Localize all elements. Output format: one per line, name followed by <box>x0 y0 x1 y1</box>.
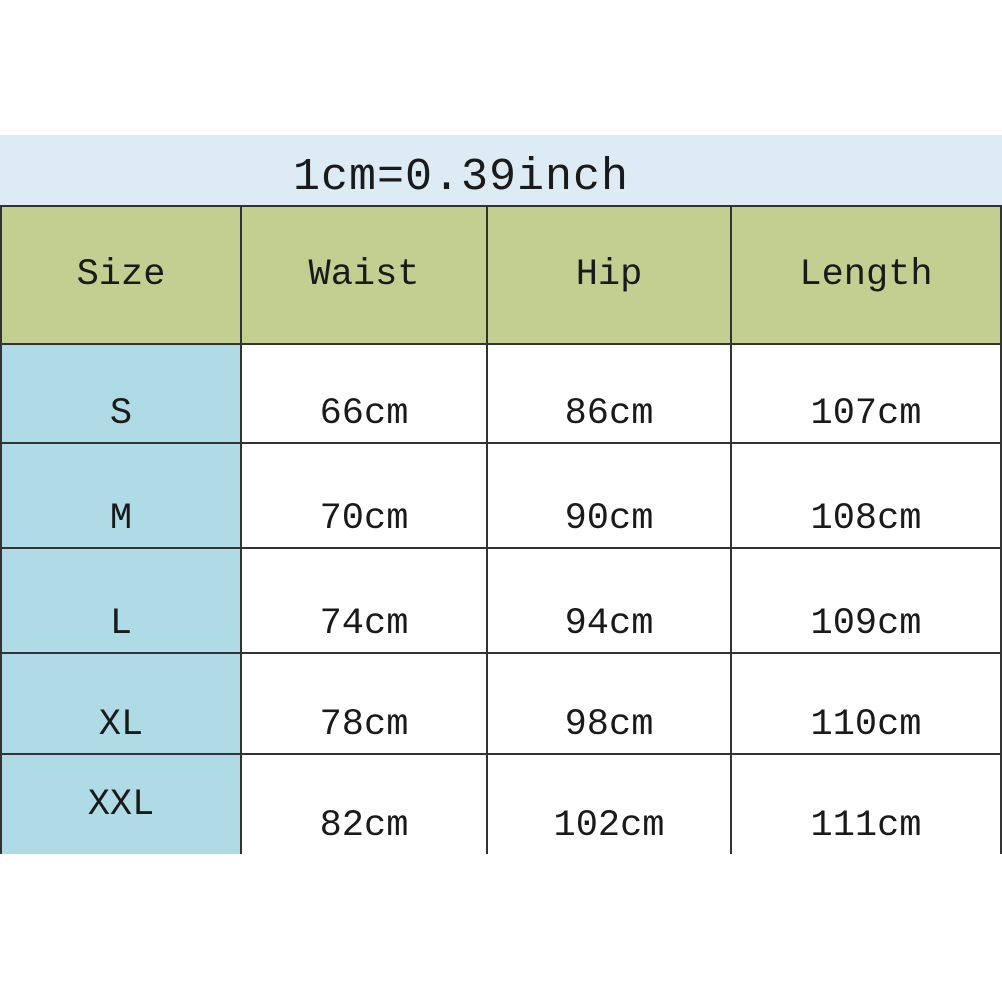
size-cell: L <box>0 547 242 654</box>
size-cell: XXL <box>0 753 242 854</box>
waist-cell: 74cm <box>240 547 488 654</box>
waist-cell: 82cm <box>240 753 488 854</box>
table-row-m: M 70cm 90cm 108cm <box>0 442 1002 549</box>
hip-cell: 98cm <box>486 652 732 755</box>
hip-cell: 102cm <box>486 753 732 854</box>
hip-cell: 94cm <box>486 547 732 654</box>
length-cell: 108cm <box>730 442 1002 549</box>
size-cell: S <box>0 343 242 444</box>
length-cell: 110cm <box>730 652 1002 755</box>
size-cell: XL <box>0 652 242 755</box>
length-cell: 107cm <box>730 343 1002 444</box>
header-cell-length: Length <box>730 205 1002 345</box>
table-header-row: Size Waist Hip Length <box>0 205 1002 345</box>
waist-cell: 66cm <box>240 343 488 444</box>
length-cell: 109cm <box>730 547 1002 654</box>
hip-cell: 86cm <box>486 343 732 444</box>
header-cell-waist: Waist <box>240 205 488 345</box>
table-row-xl: XL 78cm 98cm 110cm <box>0 652 1002 755</box>
table-row-xxl: XXL 82cm 102cm 111cm <box>0 753 1002 854</box>
conversion-banner: 1cm=0.39inch <box>0 135 1002 205</box>
size-cell: M <box>0 442 242 549</box>
header-cell-size: Size <box>0 205 242 345</box>
conversion-note: 1cm=0.39inch <box>292 152 630 203</box>
waist-cell: 78cm <box>240 652 488 755</box>
table-row-s: S 66cm 86cm 107cm <box>0 343 1002 444</box>
table-row-l: L 74cm 94cm 109cm <box>0 547 1002 654</box>
hip-cell: 90cm <box>486 442 732 549</box>
waist-cell: 70cm <box>240 442 488 549</box>
length-cell: 111cm <box>730 753 1002 854</box>
header-cell-hip: Hip <box>486 205 732 345</box>
size-chart-table: Size Waist Hip Length S 66cm 86cm 107cm … <box>0 205 1002 854</box>
